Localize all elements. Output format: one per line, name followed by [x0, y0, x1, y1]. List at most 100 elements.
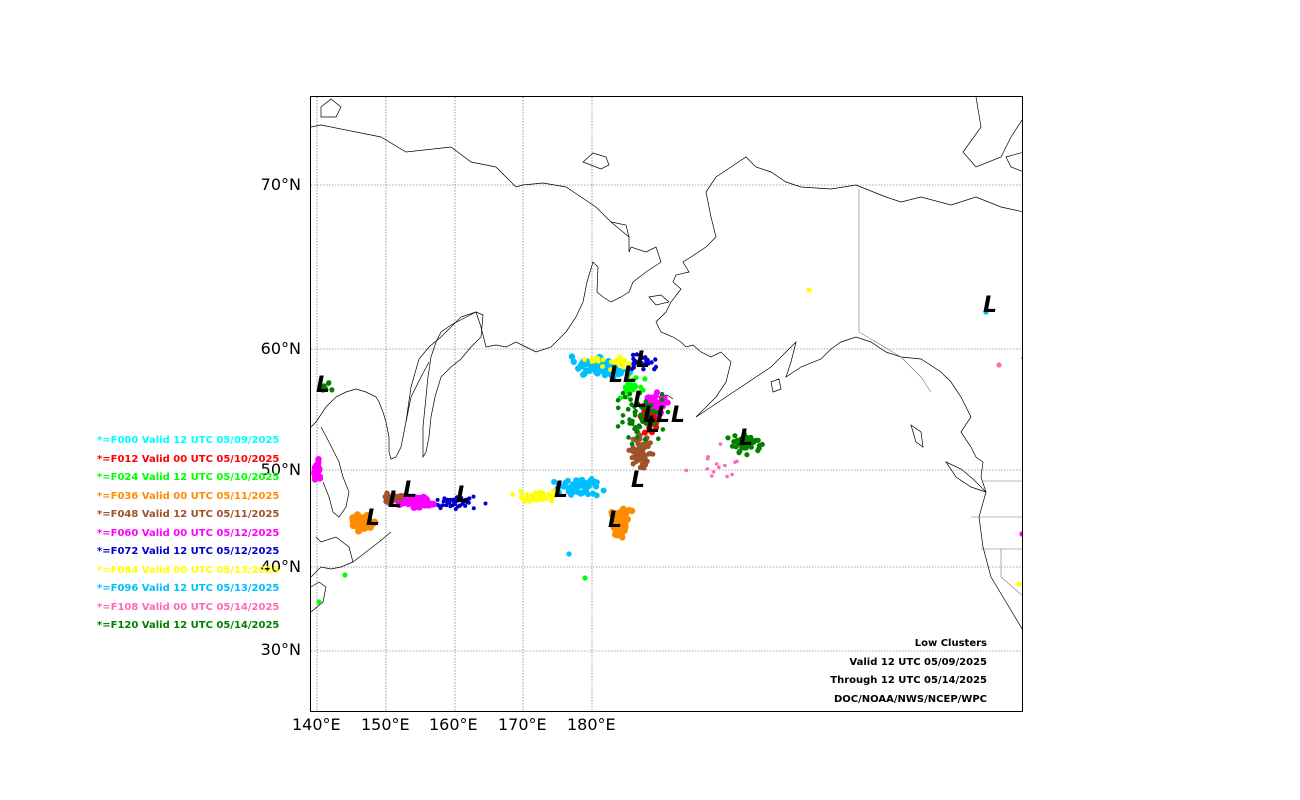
cluster-point	[571, 487, 578, 494]
cluster-point	[317, 382, 323, 388]
cluster-point	[611, 524, 618, 532]
cluster-point	[623, 386, 629, 392]
legend-item-f000: *=F000 Valid 12 UTC 05/09/2025	[97, 435, 280, 446]
legend-item-f120: *=F120 Valid 12 UTC 05/14/2025	[97, 620, 280, 631]
cluster-point	[647, 419, 653, 425]
legend-item-f024: *=F024 Valid 12 UTC 05/10/2025	[97, 472, 280, 483]
cluster-point	[532, 490, 538, 496]
cluster-point	[527, 499, 532, 504]
cluster-point	[471, 506, 476, 511]
cluster-point	[644, 405, 649, 411]
cluster-point	[649, 429, 655, 436]
lon-label-140e: 140°E	[292, 715, 341, 734]
cluster-point	[329, 387, 335, 393]
lat-label-50n: 50°N	[260, 460, 301, 479]
cluster-point	[635, 434, 640, 440]
cluster-point	[608, 509, 615, 516]
legend-item-f036: *=F036 Valid 00 UTC 05/11/2025	[97, 490, 280, 502]
cluster-point	[653, 357, 658, 362]
cluster-point	[718, 442, 723, 446]
cluster-point	[620, 505, 627, 512]
us-state-line-3	[1000, 549, 1022, 596]
cluster-point	[616, 518, 623, 525]
canada-arctic-island	[1005, 152, 1022, 172]
cluster-point	[1016, 581, 1022, 587]
cluster-point	[566, 484, 573, 491]
cluster-point	[636, 457, 642, 463]
cluster-point	[575, 365, 582, 372]
legend-item-f072: *=F072 Valid 12 UTC 05/12/2025	[97, 546, 280, 557]
cluster-point	[627, 391, 633, 397]
cluster-point	[632, 448, 638, 454]
cluster-point	[420, 493, 427, 501]
cluster-point	[519, 495, 524, 501]
low-center-symbol: L	[631, 468, 645, 493]
cluster-point	[463, 503, 468, 508]
info-credit: DOC/NOAA/NWS/NCEP/WPC	[834, 693, 987, 705]
lon-label-150e: 150°E	[361, 715, 410, 734]
cluster-point	[622, 357, 627, 363]
graticule	[311, 97, 1022, 711]
cluster-point	[534, 498, 540, 503]
cluster-point	[729, 443, 736, 449]
cluster-point	[627, 417, 632, 422]
cluster-point	[626, 361, 632, 366]
saint-lawrence-island	[648, 294, 670, 306]
cluster-point	[640, 405, 646, 410]
cluster-point	[588, 365, 595, 372]
cluster-point	[638, 416, 644, 421]
cluster-point	[633, 408, 638, 414]
cluster-point	[363, 511, 371, 519]
cluster-point	[644, 362, 649, 367]
cluster-point	[540, 496, 545, 502]
cluster-point	[600, 357, 606, 363]
cluster-point	[657, 401, 664, 408]
map-canvas: LLLLLLLLLLLLLLLLLLL	[311, 97, 1022, 711]
cluster-point	[549, 498, 554, 504]
low-center-symbol: L	[656, 403, 670, 428]
cluster-point	[405, 494, 413, 502]
cluster-point	[618, 354, 623, 360]
cluster-point	[1019, 531, 1022, 537]
cluster-point	[647, 440, 653, 446]
cluster-point	[641, 429, 648, 436]
cluster-point	[649, 403, 654, 408]
cluster-point	[390, 496, 397, 502]
japan-honshu	[311, 581, 327, 613]
cluster-point	[593, 492, 600, 499]
cluster-point	[626, 371, 632, 378]
cluster-point	[745, 442, 751, 448]
low-center-symbol: L	[633, 388, 647, 413]
siberia-coast	[311, 124, 662, 460]
cluster-point	[620, 364, 626, 370]
cluster-point	[740, 443, 746, 449]
cluster-point	[581, 370, 588, 377]
cluster-point	[628, 507, 636, 515]
cluster-point	[608, 367, 613, 373]
cluster-point	[656, 436, 661, 442]
forecast-legend: *=F000 Valid 12 UTC 05/09/2025 *=F012 Va…	[97, 434, 279, 638]
cluster-point	[737, 448, 743, 454]
cluster-point	[440, 503, 445, 508]
low-center-symbol: L	[456, 483, 470, 508]
cluster-point	[626, 435, 631, 440]
cluster-point	[631, 356, 636, 362]
cluster-point	[996, 362, 1002, 368]
cluster-point	[518, 488, 523, 494]
info-through: Through 12 UTC 05/14/2025	[830, 675, 987, 686]
cluster-point	[615, 405, 621, 411]
cluster-point	[710, 474, 714, 478]
wrangel-island	[582, 152, 610, 170]
cluster-point	[524, 495, 530, 501]
cluster-point	[466, 497, 471, 501]
cluster-point	[551, 488, 556, 494]
cluster-point	[744, 452, 750, 458]
cluster-point	[629, 441, 635, 447]
low-center-symbol: L	[388, 488, 402, 513]
cluster-point	[546, 491, 552, 497]
cluster-point	[641, 443, 647, 449]
cluster-point	[551, 478, 558, 485]
cluster-point	[659, 391, 665, 397]
cluster-point	[562, 479, 569, 486]
chukotka-peninsula	[610, 221, 630, 238]
